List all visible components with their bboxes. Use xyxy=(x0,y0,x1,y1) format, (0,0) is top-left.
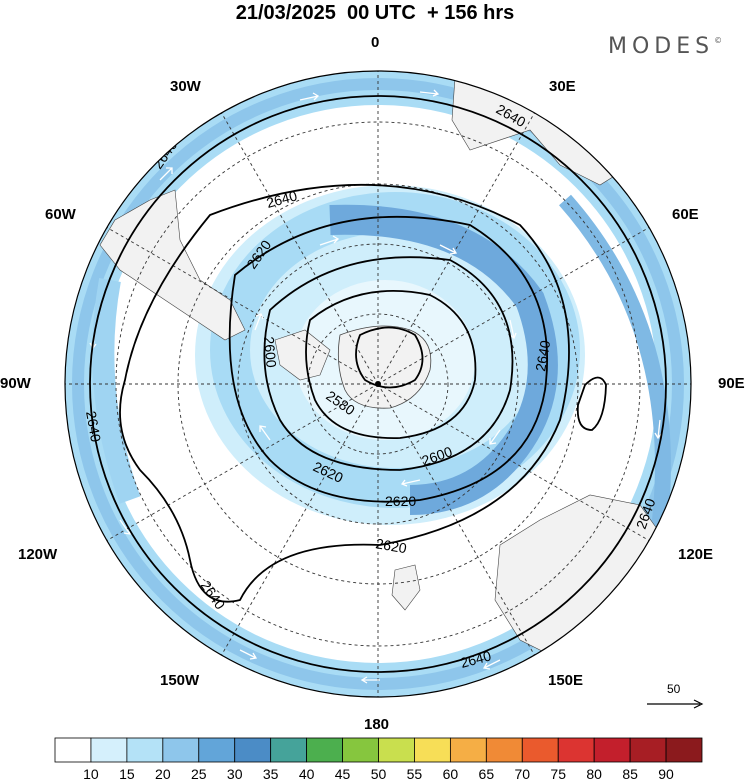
brand-name: MODES xyxy=(608,34,715,59)
colorbar-tick-label: 30 xyxy=(226,766,243,782)
colorbar-box xyxy=(270,737,308,763)
lon-label-120e: 120E xyxy=(678,546,714,563)
colorbar xyxy=(54,737,703,763)
colorbar-box xyxy=(593,737,631,763)
contour-2560 xyxy=(355,326,424,389)
colorbar-tick-label: 70 xyxy=(514,766,531,782)
colorbar-box xyxy=(449,737,487,763)
lon-label-0: 0 xyxy=(371,34,380,51)
colorbar-tick-label: 15 xyxy=(119,766,135,782)
lon-label-90w: 90W xyxy=(0,375,31,392)
colorbar-tick-label: 20 xyxy=(155,766,171,782)
colorbar-tick-label: 25 xyxy=(190,766,207,782)
contour-label: 2620 xyxy=(385,493,416,509)
lon-label-150w: 150W xyxy=(160,672,200,689)
colorbar-box xyxy=(198,737,236,763)
graticule xyxy=(65,71,691,697)
colorbar-tick-label: 45 xyxy=(334,766,351,782)
brand-logo: MODES© xyxy=(608,34,722,59)
contour-ridge-east xyxy=(576,376,607,431)
colorbar-box xyxy=(557,737,595,763)
south-pole-marker xyxy=(375,381,381,387)
lon-label-90e: 90E xyxy=(718,375,745,392)
colorbar-tick-label: 40 xyxy=(298,766,315,782)
copyright-mark: © xyxy=(714,36,723,45)
colorbar-tick-label: 50 xyxy=(370,766,387,782)
map-disk: 2640 2640 2640 2640 2640 2640 2640 2640 … xyxy=(65,71,691,697)
colorbar-tick-label: 80 xyxy=(586,766,602,782)
contour-label: 2640 xyxy=(265,187,299,211)
lon-label-60w: 60W xyxy=(45,206,76,223)
colorbar-tick-label: 75 xyxy=(550,766,566,782)
contour-2620 xyxy=(228,215,549,503)
colorbar-box xyxy=(162,737,200,763)
map-border xyxy=(64,70,692,698)
colorbar-box xyxy=(342,737,379,763)
colorbar-tick-label: 65 xyxy=(478,766,495,782)
contour-2640-inner xyxy=(119,183,570,603)
colorbar-box xyxy=(54,737,92,763)
colorbar-tick-label: 85 xyxy=(622,766,638,782)
colorbar-tick-label: 35 xyxy=(262,766,279,782)
colorbar-box xyxy=(665,737,703,763)
antarctica-landmass xyxy=(337,325,432,409)
contour-label: 2600 xyxy=(261,336,280,369)
colorbar-tick-label: 10 xyxy=(83,766,99,782)
reference-vector xyxy=(647,699,704,709)
colorbar-tick-label: 55 xyxy=(406,766,423,782)
contour-label: 2640 xyxy=(459,647,493,671)
colorbar-tick-label: 90 xyxy=(658,766,674,782)
antarctic-peninsula xyxy=(274,329,331,381)
colorbar-box xyxy=(485,737,523,763)
western-jet-band xyxy=(92,278,141,504)
colorbar-box xyxy=(414,737,451,763)
chart-title: 21/03/2025 00 UTC + 156 hrs xyxy=(235,2,515,24)
colorbar-box xyxy=(629,737,667,763)
contour-2640-outer xyxy=(89,95,667,673)
lon-label-60e: 60E xyxy=(672,206,699,223)
colorbar-box xyxy=(521,737,559,763)
contour-2580 xyxy=(305,290,477,439)
contour-label: 2640 xyxy=(532,339,553,373)
colorbar-tick-label: 60 xyxy=(442,766,459,782)
lon-label-150e: 150E xyxy=(548,672,584,689)
new-zealand-landmass xyxy=(391,564,421,611)
contour-2600 xyxy=(263,256,514,471)
lon-label-120w: 120W xyxy=(18,546,58,563)
colorbar-box xyxy=(378,737,415,763)
contour-label: 2620 xyxy=(374,535,408,556)
colorbar-box xyxy=(90,737,128,763)
colorbar-box xyxy=(234,737,272,763)
lon-label-30e: 30E xyxy=(549,78,576,95)
colorbar-box xyxy=(306,737,343,763)
contour-lines xyxy=(89,95,667,673)
reference-vector-label: 50 xyxy=(667,682,681,696)
lon-label-30w: 30W xyxy=(170,78,201,95)
contour-label: 2640 xyxy=(83,410,104,444)
colorbar-box xyxy=(126,737,164,763)
lon-label-180: 180 xyxy=(364,716,390,733)
